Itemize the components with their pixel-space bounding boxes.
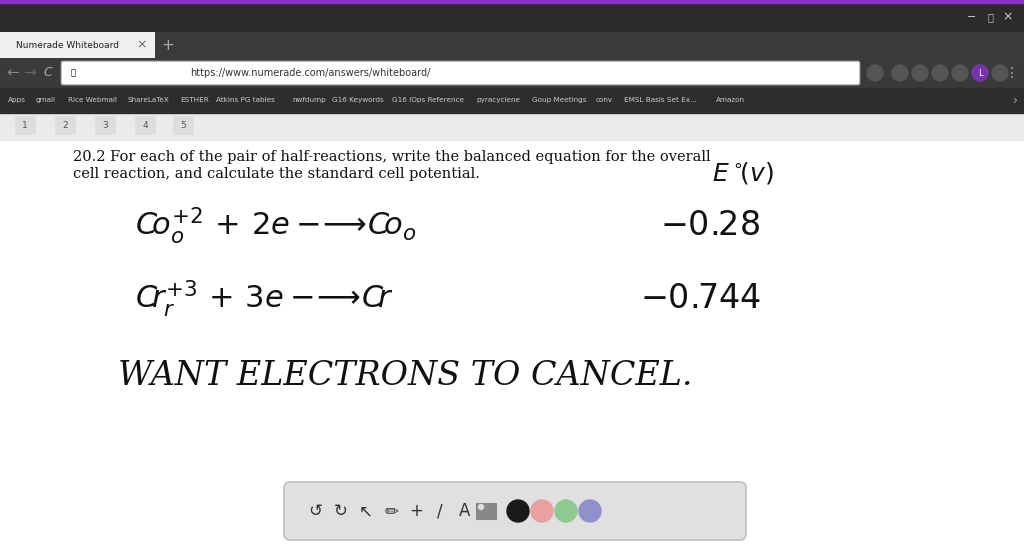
Text: A: A	[460, 502, 471, 520]
Text: pyracyclene: pyracyclene	[476, 97, 520, 103]
Bar	[0, 113, 1024, 140]
Bar	[476, 503, 496, 519]
Text: C: C	[44, 66, 52, 80]
Circle shape	[892, 65, 908, 81]
Bar	[0, 32, 1024, 58]
Bar	[0, 0, 1024, 3]
Text: G16 IOps Reference: G16 IOps Reference	[392, 97, 464, 103]
Text: nwfdump: nwfdump	[292, 97, 326, 103]
Text: cell reaction, and calculate the standard cell potential.: cell reaction, and calculate the standar…	[73, 167, 480, 181]
Text: ›: ›	[1013, 94, 1018, 106]
Text: $-0.28$: $-0.28$	[660, 210, 760, 242]
Text: 1: 1	[23, 121, 28, 130]
Text: ✏: ✏	[384, 502, 398, 520]
Text: ↺: ↺	[308, 502, 322, 520]
Text: 2: 2	[62, 121, 68, 130]
Circle shape	[478, 505, 483, 510]
Text: ESTHER: ESTHER	[180, 97, 209, 103]
Text: ×: ×	[1002, 11, 1014, 23]
Text: +: +	[162, 38, 174, 53]
Text: Goup Meetings: Goup Meetings	[532, 97, 587, 103]
Bar	[0, 58, 1024, 88]
Bar	[173, 116, 193, 134]
Text: 3: 3	[102, 121, 108, 130]
Text: ↻: ↻	[334, 502, 348, 520]
Circle shape	[952, 65, 968, 81]
Text: 🔒: 🔒	[71, 69, 76, 78]
Bar	[0, 3, 1024, 32]
Circle shape	[972, 65, 988, 81]
Text: $\mathit{C\!o}^{+2}_{o}$$\mathit{\,+\,2e-\!\!\longrightarrow\!C\!o_o}$: $\mathit{C\!o}^{+2}_{o}$$\mathit{\,+\,2e…	[135, 205, 417, 246]
Bar	[15, 116, 35, 134]
Text: L: L	[978, 69, 982, 78]
Circle shape	[507, 500, 529, 522]
Text: ↖: ↖	[359, 502, 373, 520]
Text: 5: 5	[180, 121, 186, 130]
FancyBboxPatch shape	[61, 61, 860, 85]
Circle shape	[992, 65, 1008, 81]
Text: WANT ELECTRONS TO CANCEL.: WANT ELECTRONS TO CANCEL.	[118, 360, 692, 392]
Circle shape	[555, 500, 577, 522]
Bar	[0, 140, 1024, 514]
Circle shape	[531, 500, 553, 522]
Text: Rice Webmail: Rice Webmail	[68, 97, 117, 103]
Text: 4: 4	[142, 121, 147, 130]
Bar	[95, 116, 115, 134]
Text: EMSL Basis Set Ex...: EMSL Basis Set Ex...	[624, 97, 696, 103]
Text: $\mathit{C\!r}^{+3}_{r}$$\mathit{\,+\,3e-\!\!\longrightarrow\!C\!r}$: $\mathit{C\!r}^{+3}_{r}$$\mathit{\,+\,3e…	[135, 278, 394, 319]
Bar	[55, 116, 75, 134]
Text: $E\,^{\circ}\!(v)$: $E\,^{\circ}\!(v)$	[712, 160, 774, 186]
Bar	[135, 116, 155, 134]
Text: conv: conv	[596, 97, 613, 103]
Text: +: +	[409, 502, 423, 520]
Text: −: −	[968, 12, 977, 22]
Text: gmail: gmail	[36, 97, 56, 103]
Text: G16 Keywords: G16 Keywords	[332, 97, 384, 103]
Circle shape	[579, 500, 601, 522]
FancyBboxPatch shape	[0, 32, 155, 58]
Text: $-0.744$: $-0.744$	[640, 283, 761, 315]
Circle shape	[972, 65, 988, 81]
Text: Numerade Whiteboard: Numerade Whiteboard	[16, 40, 119, 49]
Bar	[0, 88, 1024, 113]
Text: Apps: Apps	[8, 97, 26, 103]
Text: Amazon: Amazon	[716, 97, 745, 103]
Text: ⋮: ⋮	[1006, 66, 1019, 80]
Text: Atkins PG tables: Atkins PG tables	[216, 97, 274, 103]
Circle shape	[912, 65, 928, 81]
Circle shape	[932, 65, 948, 81]
Text: https://www.numerade.com/answers/whiteboard/: https://www.numerade.com/answers/whitebo…	[189, 68, 430, 78]
Circle shape	[867, 65, 883, 81]
Text: →: →	[24, 65, 37, 80]
Text: /: /	[437, 502, 442, 520]
Text: ←: ←	[6, 65, 19, 80]
Text: ⧉: ⧉	[987, 12, 993, 22]
Text: ×: ×	[137, 38, 147, 52]
Text: 20.2 For each of the pair of half-reactions, write the balanced equation for the: 20.2 For each of the pair of half-reacti…	[73, 150, 711, 164]
Text: ShareLaTeX: ShareLaTeX	[128, 97, 170, 103]
FancyBboxPatch shape	[284, 482, 746, 540]
